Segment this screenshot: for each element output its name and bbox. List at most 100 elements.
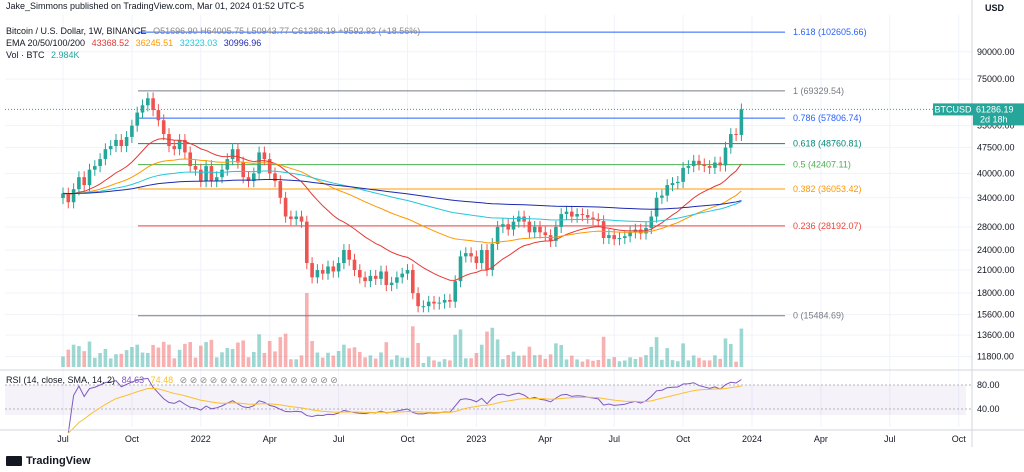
candle-body [739,109,744,135]
symbol-tag-label: BTCUSD [934,104,972,114]
volume-bar [506,355,510,367]
rsi-band [5,385,966,415]
volume-bar [305,293,309,367]
candle-body [146,98,150,106]
candle-body [342,249,346,264]
x-tick-label: Oct [400,434,415,444]
candle-body [119,139,124,147]
candle-body [294,216,298,220]
volume-bar [612,357,616,367]
volume-bar [320,357,325,367]
candle-body [310,263,314,278]
volume-bar [230,348,235,367]
candle-body [448,299,452,302]
candle-body [517,216,521,222]
publisher-line: Jake_Simmons published on TradingView.co… [6,1,304,11]
volume-bar [665,348,669,367]
x-tick-label: Apr [538,434,552,444]
candle-body [601,221,606,238]
candle-body [676,181,680,184]
volume-bar [432,360,436,367]
volume-bar [548,354,553,367]
volume-bar [411,326,415,367]
candle-body [426,301,431,307]
volume-bar [458,329,463,367]
candle-body [554,226,558,241]
candle-body [654,197,659,217]
volume-bar [702,360,707,367]
candle-body [442,299,447,303]
volume-bar [644,355,648,367]
volume-bar [718,358,722,367]
candle-body [77,177,81,190]
candle-body [289,216,293,220]
volume-bar [734,361,738,367]
x-tick-label: 2024 [742,434,762,444]
candle-body [469,253,473,257]
volume-bar [315,352,320,367]
candle-body [437,302,442,304]
volume-bar [570,355,574,367]
x-tick-label: Oct [125,434,140,444]
candle-body [87,169,92,186]
volume-bar [437,361,442,367]
candle-body [230,149,235,160]
candle-body [432,301,436,304]
ema-50-line [62,158,742,244]
candle-body [204,166,208,182]
candle-body [331,266,336,272]
volume-bar [729,343,733,367]
candle-body [522,216,526,222]
candle-body [220,169,224,178]
volume-bar [453,334,457,367]
fib-level-label: 1 (69329.54) [793,86,844,96]
volume-bar [464,358,468,367]
fib-level-label: 0.5 (42407.11) [793,160,851,170]
candle-body [172,146,177,150]
candle-body [368,275,373,282]
x-tick-label: 2023 [466,434,486,444]
candle-body [214,177,219,182]
volume-bar [723,338,728,367]
volume-bar [66,349,71,367]
volume-bar [108,358,113,367]
ema-20-line [62,138,742,281]
y-tick-label: 24000.00 [977,245,1015,255]
x-tick-label: 2022 [191,434,211,444]
candlesticks [61,92,744,313]
volume-legend: Vol · BTC 2.984K [6,50,80,60]
x-tick-label: Apr [814,434,828,444]
volume-bar [167,344,171,367]
candle-body [411,270,415,294]
candle-body [246,177,251,182]
y-tick-label: 55000.00 [977,121,1015,131]
volume-bar [161,341,166,367]
volume-bar [267,341,272,367]
y-tick-label: 40000.00 [977,168,1015,178]
volume-bar [310,341,314,367]
volume-bar [241,340,245,367]
symbol-tag [933,103,973,116]
fibonacci-retracement: 1.618 (102605.66) 1 (69329.54) 0.786 (5780… [138,27,867,321]
candle-body [389,282,394,286]
volume-bar [707,360,712,367]
volume-bar [517,355,521,367]
rsi-legend: RSI (14, close, SMA, 14, 2) 84.63 74.48 … [6,375,338,385]
currency-label[interactable]: USD [985,3,1005,13]
volume-bar [336,351,341,367]
candle-body [151,98,155,111]
candle-body [236,149,240,163]
price-tag-value: 61286.19 [976,104,1014,114]
volume-bar [130,347,134,367]
volume-bar [538,354,542,367]
volume-bar [379,352,383,367]
y-tick-label: 90000.00 [977,47,1015,57]
volume-bar [299,355,304,367]
volume-bar [188,342,192,367]
volume-bar [421,363,426,367]
grid [5,15,972,427]
candle-body [71,189,76,203]
volume-bar [623,360,627,367]
volume-bar [596,359,601,367]
